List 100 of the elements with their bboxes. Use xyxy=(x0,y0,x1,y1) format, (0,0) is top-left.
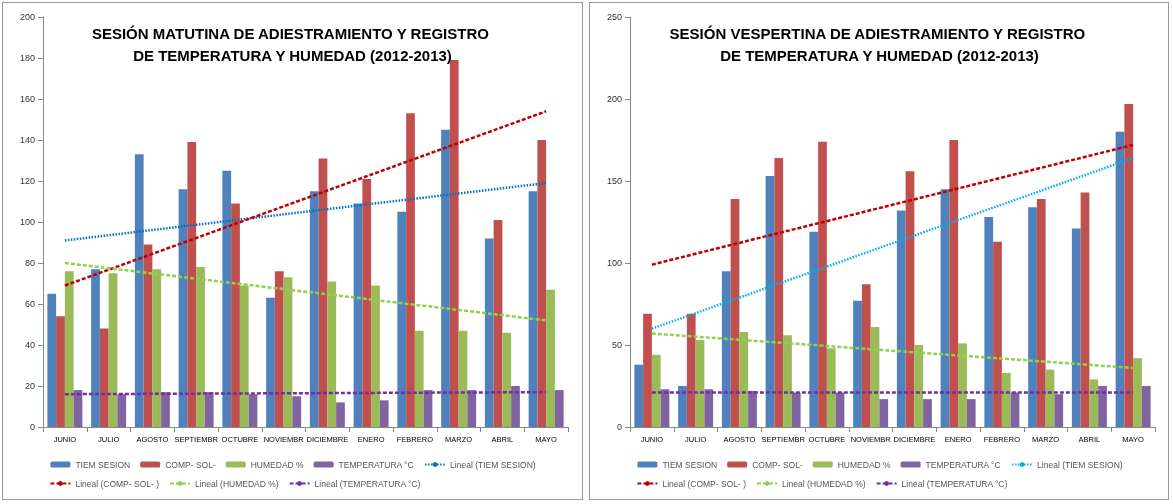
legend-label: HUMEDAD % xyxy=(837,459,891,470)
y-tick-label: 0 xyxy=(29,422,35,432)
bar xyxy=(248,394,258,427)
bar xyxy=(992,241,1002,427)
legend-label: Lineal (COMP- SOL- ) xyxy=(75,478,160,489)
bar xyxy=(493,219,503,427)
y-tick-label: 20 xyxy=(24,381,35,391)
text: SESIÓN VESPERTINA DE ADIESTRAMIENTO Y REGISTRO DE TEMPERATURA Y HUMEDAD (2012-2013) xyxy=(669,24,1089,64)
bar xyxy=(441,129,450,427)
bar xyxy=(467,390,477,427)
legend-label: TIEM SESION xyxy=(75,459,131,470)
bar xyxy=(362,178,372,427)
bar xyxy=(1097,386,1107,427)
bar xyxy=(983,217,993,427)
legend-label: TEMPERATURA °C xyxy=(925,459,1001,470)
bar xyxy=(283,277,293,427)
bar xyxy=(966,399,976,427)
bar xyxy=(642,313,652,427)
bar xyxy=(817,141,827,427)
bar xyxy=(651,354,661,427)
bar xyxy=(1141,386,1151,427)
bar xyxy=(336,402,345,427)
bar xyxy=(371,285,380,427)
y-tick-label: 80 xyxy=(24,258,35,268)
bar xyxy=(808,231,818,427)
bar xyxy=(528,191,538,427)
bar xyxy=(633,364,643,427)
bar xyxy=(64,271,74,427)
bar xyxy=(108,273,118,427)
legend-label: HUMEDAD % xyxy=(250,459,305,470)
bar xyxy=(449,60,459,427)
bar xyxy=(957,343,967,427)
y-tick-label: 100 xyxy=(19,217,35,227)
bar xyxy=(791,392,801,427)
y-tick-label: 200 xyxy=(606,94,622,104)
bar xyxy=(826,348,836,427)
bar xyxy=(677,386,687,427)
bar xyxy=(922,399,932,427)
bar xyxy=(379,400,389,427)
y-tick-label: 250 xyxy=(606,12,622,22)
bar xyxy=(537,140,547,427)
bar xyxy=(353,203,363,427)
bar xyxy=(878,399,888,427)
legend-label: Lineal (HUMEDAD %) xyxy=(195,478,279,489)
bar xyxy=(1080,192,1089,427)
y-tick-label: 40 xyxy=(24,340,35,350)
bar xyxy=(686,313,696,427)
legend-label: Lineal (TIEM SESION) xyxy=(450,459,536,470)
bar xyxy=(99,328,109,427)
bar xyxy=(511,386,520,427)
legend-label: COMP- SOL- xyxy=(751,459,803,470)
bar xyxy=(309,191,319,427)
bar xyxy=(414,330,424,427)
bar xyxy=(274,271,284,427)
y-tick-label: 160 xyxy=(19,94,35,104)
bar xyxy=(204,392,214,427)
bar xyxy=(1053,394,1063,427)
bar xyxy=(773,158,783,427)
bar xyxy=(948,140,958,427)
bar xyxy=(47,293,57,427)
bar xyxy=(406,113,415,427)
bar xyxy=(703,389,713,427)
bar xyxy=(1132,358,1142,427)
bar xyxy=(134,154,144,427)
bar xyxy=(292,396,302,427)
y-tick-label: 140 xyxy=(19,135,35,145)
bar xyxy=(161,392,170,427)
bar xyxy=(1001,372,1011,427)
legend-label: Lineal (TEMPERATURA °C) xyxy=(314,478,421,489)
y-tick-label: 60 xyxy=(24,299,35,309)
bar xyxy=(913,345,923,427)
bar xyxy=(152,269,162,427)
bar xyxy=(554,390,564,427)
bar xyxy=(187,142,197,427)
legend-label: COMP- SOL- xyxy=(165,459,216,470)
y-tick-label: 100 xyxy=(606,258,622,268)
bar xyxy=(546,289,555,427)
bar xyxy=(861,284,871,427)
bar xyxy=(239,285,249,427)
y-tick-label: 180 xyxy=(19,53,35,63)
bar xyxy=(1027,207,1037,427)
bar xyxy=(782,335,792,427)
bar xyxy=(266,297,275,427)
bar xyxy=(458,330,468,427)
bar xyxy=(721,271,731,427)
bar xyxy=(484,238,494,427)
bar xyxy=(852,300,862,427)
bar xyxy=(1115,131,1124,427)
text: SESIÓN MATUTINA DE ADIESTRAMIENTO Y REGISTRO DE TEMPERATURA Y HUMEDAD (2012-2013) xyxy=(91,24,494,64)
legend-label: TIEM SESION xyxy=(661,459,717,470)
y-tick-label: 150 xyxy=(606,176,622,186)
legend-label: TEMPERATURA °C xyxy=(338,459,414,470)
bar xyxy=(397,211,407,427)
legend-label: Lineal (TEMPERATURA °C) xyxy=(901,478,1008,489)
bar xyxy=(222,170,232,427)
y-tick-label: 200 xyxy=(19,12,35,22)
bar xyxy=(747,390,757,427)
bar xyxy=(1123,103,1133,427)
bar xyxy=(91,269,100,427)
bar xyxy=(117,394,127,427)
